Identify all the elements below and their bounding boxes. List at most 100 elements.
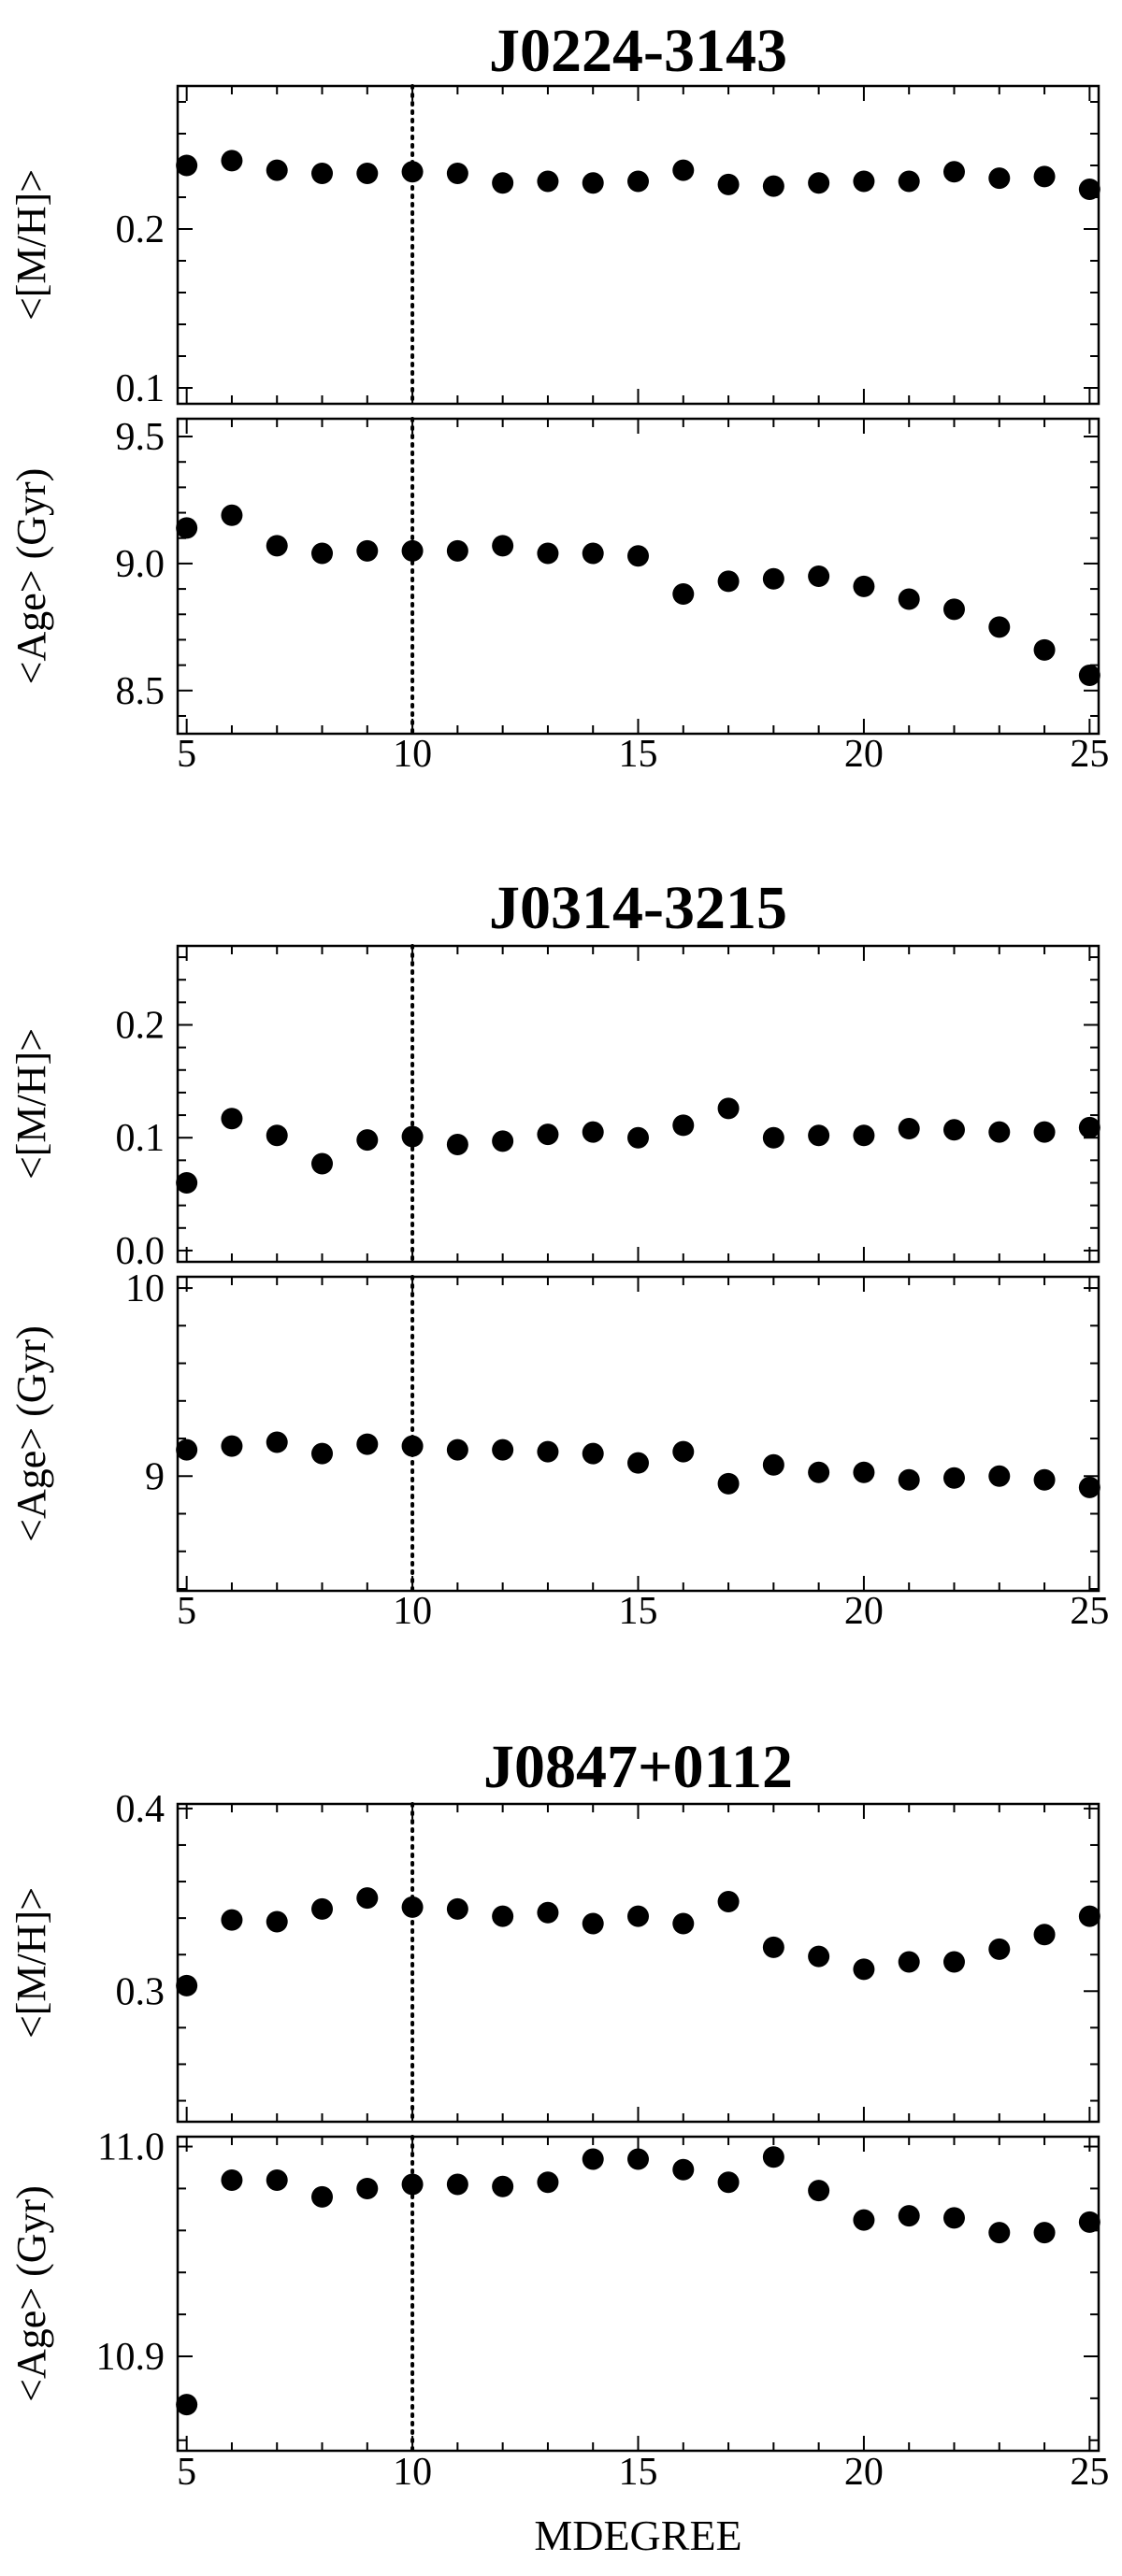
data-point bbox=[672, 2158, 695, 2181]
data-point bbox=[356, 1129, 379, 1152]
data-point bbox=[988, 1465, 1011, 1487]
data-point bbox=[492, 172, 514, 194]
chart-title: J0847+0112 bbox=[483, 1733, 793, 1801]
data-point bbox=[221, 1108, 243, 1130]
data-point bbox=[356, 1433, 379, 1455]
data-point bbox=[808, 2180, 830, 2202]
data-point bbox=[537, 542, 559, 565]
data-point bbox=[808, 1461, 830, 1483]
data-point bbox=[401, 1435, 424, 1457]
data-point bbox=[176, 1974, 198, 1996]
plot-frame bbox=[176, 417, 1100, 736]
x-tick-label: 5 bbox=[177, 1590, 196, 1633]
data-point bbox=[446, 1438, 468, 1461]
data-point bbox=[537, 1901, 559, 1924]
data-point bbox=[1078, 1476, 1100, 1498]
x-tick-label: 20 bbox=[844, 733, 884, 776]
data-point bbox=[311, 2185, 334, 2208]
data-point bbox=[582, 542, 604, 565]
data-point bbox=[492, 1438, 514, 1461]
data-point bbox=[176, 1172, 198, 1194]
data-point bbox=[1033, 1121, 1056, 1143]
data-point bbox=[942, 1951, 965, 1973]
data-point bbox=[582, 172, 604, 194]
y-tick-label: 0.3 bbox=[116, 1970, 165, 2013]
y-axis-label: <Age> (Gyr) bbox=[8, 2185, 54, 2402]
data-point bbox=[853, 575, 875, 597]
data-point bbox=[762, 175, 784, 197]
chart-panel-4: 9 10 5 10 15 20 25 <Age> (Gyr) bbox=[8, 1267, 1109, 1633]
data-point bbox=[717, 1472, 740, 1495]
data-point bbox=[672, 1440, 695, 1463]
data-point bbox=[1078, 179, 1100, 200]
data-point bbox=[762, 1936, 784, 1958]
x-tick-label: 5 bbox=[177, 2451, 196, 2494]
data-point bbox=[492, 1905, 514, 1927]
data-point bbox=[1078, 1905, 1100, 1927]
chart-title: J0224-3143 bbox=[489, 17, 787, 85]
data-point bbox=[356, 539, 379, 562]
chart-panel-5: J0847+0112 0.3 0.4 <[M/H]> bbox=[8, 1733, 1100, 2124]
data-point bbox=[672, 583, 695, 606]
data-point bbox=[853, 2209, 875, 2231]
data-point bbox=[898, 1118, 920, 1140]
data-point bbox=[446, 539, 468, 562]
data-point bbox=[627, 545, 649, 567]
data-point bbox=[762, 2146, 784, 2168]
data-point bbox=[582, 1121, 604, 1143]
x-tick-label: 15 bbox=[619, 1590, 658, 1633]
data-point bbox=[898, 1468, 920, 1491]
data-point bbox=[221, 1435, 243, 1457]
plot-frame bbox=[176, 84, 1100, 406]
chart-panel-2: 8.5 9.0 9.5 5 10 15 20 25 <Age> (Gyr) bbox=[8, 416, 1109, 776]
data-point bbox=[266, 1911, 288, 1933]
y-axis-label: <Age> (Gyr) bbox=[8, 1325, 54, 1542]
y-tick-label: 9 bbox=[145, 1455, 165, 1498]
data-point bbox=[401, 161, 424, 183]
x-tick-label: 15 bbox=[619, 2451, 658, 2494]
data-point bbox=[988, 2222, 1011, 2244]
data-point bbox=[988, 1938, 1011, 1960]
data-point bbox=[853, 1124, 875, 1147]
data-point bbox=[176, 154, 198, 177]
data-point bbox=[266, 535, 288, 557]
data-point bbox=[942, 1119, 965, 1141]
y-tick-label: 0.2 bbox=[116, 208, 165, 251]
data-point bbox=[853, 170, 875, 193]
data-point bbox=[356, 2177, 379, 2199]
data-point bbox=[582, 2148, 604, 2170]
data-point bbox=[942, 1467, 965, 1489]
data-point bbox=[537, 170, 559, 193]
data-point bbox=[762, 567, 784, 590]
data-point bbox=[762, 1453, 784, 1476]
data-point bbox=[311, 1442, 334, 1465]
data-point bbox=[898, 1951, 920, 1973]
data-point bbox=[311, 1897, 334, 1920]
data-point bbox=[221, 150, 243, 172]
data-point bbox=[176, 1438, 198, 1461]
data-point bbox=[672, 1912, 695, 1935]
y-tick-label: 10 bbox=[125, 1267, 165, 1310]
data-point bbox=[898, 2205, 920, 2227]
data-point bbox=[988, 616, 1011, 638]
data-point bbox=[988, 1121, 1011, 1143]
data-point bbox=[808, 565, 830, 587]
data-point bbox=[266, 1124, 288, 1147]
x-tick-label: 10 bbox=[393, 733, 432, 776]
data-point bbox=[401, 2173, 424, 2196]
data-point bbox=[266, 2168, 288, 2191]
data-point bbox=[401, 539, 424, 562]
y-axis-label: <[M/H]> bbox=[8, 169, 54, 321]
plot-frame bbox=[176, 2135, 1100, 2453]
data-point bbox=[492, 535, 514, 557]
data-point bbox=[1033, 1468, 1056, 1491]
chart-panel-1: J0224-3143 0.1 0.2 <[M/H]> bbox=[8, 17, 1100, 410]
data-point bbox=[356, 1887, 379, 1910]
data-point bbox=[582, 1912, 604, 1935]
data-point bbox=[537, 1123, 559, 1146]
y-axis-label: <[M/H]> bbox=[8, 1887, 54, 2039]
data-point bbox=[898, 170, 920, 193]
data-point bbox=[176, 2394, 198, 2416]
data-point bbox=[942, 2207, 965, 2229]
data-point bbox=[627, 1126, 649, 1149]
